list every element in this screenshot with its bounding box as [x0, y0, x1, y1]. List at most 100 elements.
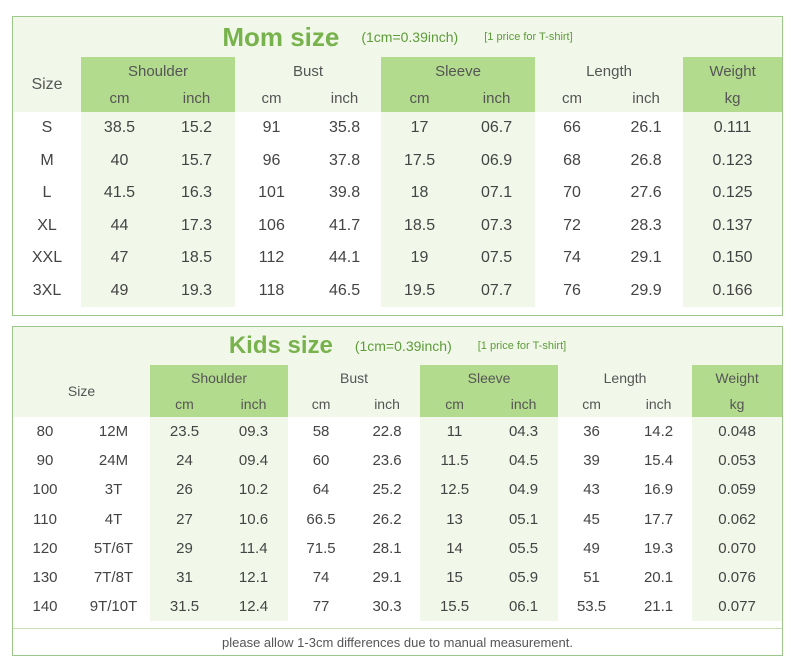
table-cell: 17.5 [381, 144, 459, 177]
table-row: 130 7T/8T 31 12.1 74 29.1 15 05.9 51 20.1 0.076 [13, 562, 783, 593]
table-cell: 19 [381, 242, 459, 275]
table-cell: 26.2 [354, 504, 421, 534]
table-cell: 106 [235, 209, 309, 242]
table-cell: 06.9 [458, 144, 536, 177]
table-cell: 71.5 [288, 533, 355, 563]
table-cell: 0.150 [683, 242, 783, 275]
table-cell: 17.7 [625, 504, 693, 534]
table-cell: 7T/8T [77, 562, 151, 593]
mom-unit-header: cm [381, 85, 459, 112]
table-cell: 53.5 [558, 592, 626, 622]
table-cell: 0.166 [683, 274, 783, 307]
mom-unit-header: cm [235, 85, 309, 112]
kids-conversion: (1cm=0.39inch) [354, 338, 452, 354]
table-cell: 0.048 [692, 417, 783, 447]
table-cell: 31 [150, 562, 220, 593]
table-cell: 26.1 [609, 112, 684, 145]
table-row: 3XL 49 19.3 118 46.5 19.5 07.7 76 29.9 0.166 [13, 274, 783, 307]
table-cell: 05.5 [489, 533, 559, 563]
table-cell: M [13, 144, 81, 177]
table-cell: 49 [558, 533, 626, 563]
table-cell: 04.9 [489, 475, 559, 505]
table-cell: 9T/10T [77, 592, 151, 622]
mom-group-header: Bust [235, 57, 382, 85]
table-cell: 15.2 [158, 112, 236, 145]
table-cell: 74 [535, 242, 610, 275]
mom-unit-header: cm [81, 85, 158, 112]
table-cell: 40 [81, 144, 158, 177]
table-cell: 11.4 [219, 533, 289, 563]
table-cell: 28.3 [609, 209, 684, 242]
table-cell: 58 [288, 417, 355, 447]
kids-unit-header: inch [219, 391, 289, 417]
table-cell: 100 [13, 475, 77, 505]
table-cell: 07.7 [458, 274, 536, 307]
table-cell: 15 [420, 562, 490, 593]
measurement-disclaimer: please allow 1-3cm differences due to ma… [13, 628, 782, 655]
table-cell: 29.1 [354, 562, 421, 593]
kids-unit-header: cm [288, 391, 355, 417]
table-cell: 3XL [13, 274, 81, 307]
kids-unit-header: inch [625, 391, 693, 417]
table-cell: 0.062 [692, 504, 783, 534]
table-cell: 4T [77, 504, 151, 534]
table-cell: 04.5 [489, 446, 559, 476]
kids-title-row: Kids size (1cm=0.39inch) [1 price for T-… [13, 327, 782, 365]
kids-group-header: Shoulder [150, 365, 289, 391]
mom-size-chart: Mom size (1cm=0.39inch) [1 price for T-s… [12, 16, 783, 316]
kids-unit-header: cm [420, 391, 490, 417]
mom-size-header: Size [13, 57, 81, 112]
table-cell: S [13, 112, 81, 145]
kids-unit-header: inch [489, 391, 559, 417]
table-cell: 112 [235, 242, 309, 275]
mom-title: Mom size [222, 21, 340, 52]
table-cell: 74 [288, 562, 355, 593]
table-cell: 0.059 [692, 475, 783, 505]
table-cell: 60 [288, 446, 355, 476]
table-cell: 18.5 [381, 209, 459, 242]
table-cell: 18.5 [158, 242, 236, 275]
table-cell: 27.6 [609, 177, 684, 210]
mom-group-header: Sleeve [381, 57, 536, 85]
table-cell: 91 [235, 112, 309, 145]
table-row: S 38.5 15.2 91 35.8 17 06.7 66 26.1 0.111 [13, 112, 783, 145]
table-cell: 70 [535, 177, 610, 210]
table-cell: 10.2 [219, 475, 289, 505]
table-cell: 30.3 [354, 592, 421, 622]
table-cell: 15.4 [625, 446, 693, 476]
kids-size-header: Size [13, 365, 151, 417]
table-cell: 43 [558, 475, 626, 505]
table-cell: 45 [558, 504, 626, 534]
table-cell: 64 [288, 475, 355, 505]
table-cell: 12.5 [420, 475, 490, 505]
table-cell: 17 [381, 112, 459, 145]
table-cell: 09.4 [219, 446, 289, 476]
mom-unit-header: inch [458, 85, 536, 112]
table-cell: 76 [535, 274, 610, 307]
table-cell: 14 [420, 533, 490, 563]
table-cell: 20.1 [625, 562, 693, 593]
table-cell: 39 [558, 446, 626, 476]
mom-table-body: S 38.5 15.2 91 35.8 17 06.7 66 26.1 0.111 M 40 15.7 9… [13, 112, 783, 307]
table-cell: 29 [150, 533, 220, 563]
table-cell: 66 [535, 112, 610, 145]
kids-price-note: [1 price for T-shirt] [477, 340, 567, 352]
table-cell: 16.3 [158, 177, 236, 210]
table-cell: 16.9 [625, 475, 693, 505]
table-cell: 140 [13, 592, 77, 622]
table-row: M 40 15.7 96 37.8 17.5 06.9 68 26.8 0.123 [13, 144, 783, 177]
table-row: XL 44 17.3 106 41.7 18.5 07.3 72 28.3 0.137 [13, 209, 783, 242]
table-cell: 130 [13, 562, 77, 593]
table-cell: 19.3 [158, 274, 236, 307]
table-cell: 38.5 [81, 112, 158, 145]
table-cell: 25.2 [354, 475, 421, 505]
table-cell: 80 [13, 417, 77, 447]
table-cell: 26.8 [609, 144, 684, 177]
table-cell: 66.5 [288, 504, 355, 534]
table-cell: 110 [13, 504, 77, 534]
table-cell: 07.5 [458, 242, 536, 275]
kids-title: Kids size [228, 332, 333, 359]
table-cell: 44.1 [308, 242, 382, 275]
table-cell: 19.3 [625, 533, 693, 563]
kids-unit-header: cm [558, 391, 626, 417]
